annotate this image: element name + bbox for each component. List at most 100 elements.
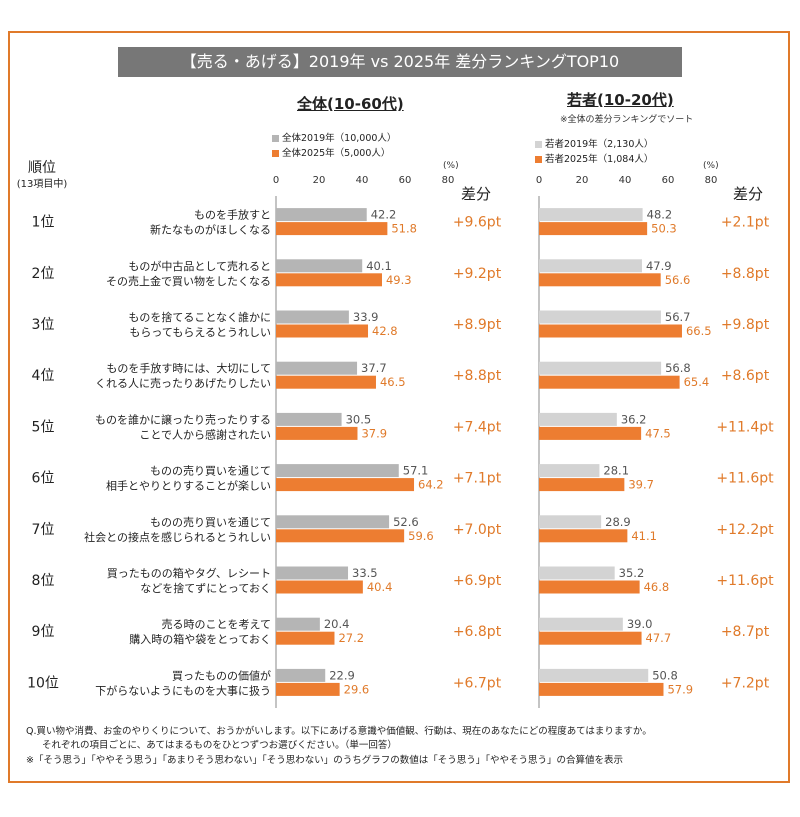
data-label-2025: 40.4: [367, 580, 393, 594]
data-label-2019: 52.6: [393, 515, 419, 529]
data-label-2025: 65.4: [684, 375, 710, 389]
left-diff-header: 差分: [461, 185, 492, 203]
data-label-2025: 29.6: [344, 682, 370, 696]
chart-frame: [8, 31, 790, 783]
data-label-2025: 47.5: [645, 426, 671, 440]
category-label: もらってもらえるとうれしい: [129, 326, 271, 339]
data-label-2025: 37.9: [361, 426, 387, 440]
category-label: 下がらないようにものを大事に扱う: [95, 683, 271, 697]
diff-label: +2.1pt: [721, 215, 770, 231]
diff-label: +11.6pt: [716, 573, 774, 589]
right-unit: (%): [703, 161, 719, 171]
diff-label: +12.2pt: [716, 522, 774, 538]
bar-2025: [539, 324, 682, 338]
diff-label: +7.1pt: [453, 471, 502, 487]
bar-2019: [539, 259, 642, 273]
bar-2019: [276, 566, 349, 580]
data-label-2019: 28.9: [605, 515, 631, 529]
rank-label: 2位: [32, 266, 55, 282]
legend-all-2019: 全体2019年（10,000人）: [272, 130, 396, 144]
legend-all-2025: 全体2025年（5,000人）: [272, 145, 390, 159]
data-label-2019: 57.1: [403, 464, 429, 478]
legend-label: 全体2019年（10,000人）: [282, 133, 397, 144]
data-label-2025: 27.2: [338, 631, 364, 645]
x-tick-label: 0: [536, 175, 542, 186]
data-label-2019: 48.2: [647, 208, 673, 222]
note-instruction: それぞれの項目ごとに、あてはまるものをひとつずつお選びください。（単一回答）: [42, 740, 397, 751]
data-label-2025: 49.3: [386, 273, 412, 287]
bar-2019: [276, 668, 326, 682]
diff-label: +11.6pt: [716, 471, 774, 487]
bar-2019: [539, 310, 661, 324]
legend-swatch-orange: [535, 156, 542, 163]
diff-label: +8.8pt: [453, 368, 502, 384]
right-panel-subnote: ※全体の差分ランキングでソート: [560, 115, 694, 125]
category-label: 買ったものの箱やタグ、レシート: [107, 566, 271, 580]
data-label-2025: 59.6: [408, 529, 434, 543]
left-unit: (%): [443, 161, 459, 171]
data-label-2025: 41.1: [631, 529, 657, 543]
data-label-2019: 33.5: [352, 566, 378, 580]
legend-label: 若者2019年（2,130人）: [545, 139, 654, 150]
category-label: ものが中古品として売れると: [128, 259, 271, 273]
data-label-2025: 46.8: [644, 580, 670, 594]
data-label-2025: 51.8: [391, 222, 417, 236]
diff-label: +8.8pt: [721, 266, 770, 282]
bar-2019: [276, 464, 399, 478]
diff-label: +8.6pt: [721, 368, 770, 384]
data-label-2019: 28.1: [603, 464, 629, 478]
bar-2019: [276, 412, 342, 426]
diff-label: +6.7pt: [453, 675, 502, 691]
diff-label: +9.8pt: [721, 317, 770, 333]
data-label-2025: 50.3: [651, 222, 677, 236]
legend-young-2025: 若者2025年（1,084人）: [535, 151, 653, 165]
diff-label: +9.6pt: [453, 215, 502, 231]
bar-2019: [539, 515, 602, 529]
bar-2025: [276, 478, 415, 492]
data-label-2019: 33.9: [353, 310, 379, 324]
bar-2025: [276, 426, 358, 440]
diff-label: +8.7pt: [721, 624, 770, 640]
data-label-2025: 39.7: [628, 478, 654, 492]
category-label: 買ったものの価値が: [172, 668, 271, 682]
rank-label: 9位: [32, 624, 55, 640]
legend-swatch-lightgrey: [535, 141, 542, 148]
data-label-2019: 56.7: [665, 310, 691, 324]
rank-header: 順位: [28, 160, 56, 176]
diff-label: +7.4pt: [453, 419, 502, 435]
rank-label: 5位: [32, 419, 55, 435]
bar-2019: [539, 668, 649, 682]
legend-label: 全体2025年（5,000人）: [282, 148, 391, 159]
x-tick-label: 80: [705, 175, 718, 186]
data-label-2019: 56.8: [665, 361, 691, 375]
data-label-2019: 42.2: [371, 208, 397, 222]
bar-2025: [276, 529, 405, 543]
bar-2025: [539, 426, 642, 440]
bar-2019: [276, 361, 358, 375]
category-label: ものを捨てることなく誰かに: [128, 310, 271, 324]
left-panel-title: 全体(10-60代): [297, 95, 404, 113]
bar-2019: [539, 566, 615, 580]
rank-subheader: (13項目中): [16, 179, 68, 190]
category-label: 社会との接点を感じられるとうれしい: [84, 530, 271, 544]
note-definition: ※「そう思う」「ややそう思う」「あまりそう思わない」「そう思わない」のうちグラフ…: [26, 755, 623, 766]
category-label: くれる人に売ったりあげたりしたい: [95, 377, 271, 390]
bar-2025: [276, 375, 376, 389]
category-label: その売上金で買い物をしたくなる: [106, 274, 271, 288]
data-label-2025: 57.9: [667, 682, 693, 696]
category-label: 購入時の箱や袋をとっておく: [129, 632, 271, 646]
data-label-2025: 46.5: [380, 375, 406, 389]
data-label-2019: 36.2: [621, 412, 647, 426]
bar-2025: [539, 222, 648, 236]
category-label: 売る時のことを考えて: [162, 618, 271, 631]
bar-2025: [539, 375, 680, 389]
category-label: ことで人から感謝されたい: [139, 427, 271, 441]
data-label-2019: 30.5: [346, 412, 372, 426]
x-tick-label: 40: [619, 175, 632, 186]
rank-label: 6位: [32, 471, 55, 487]
bar-2025: [539, 631, 642, 645]
bar-2025: [276, 631, 335, 645]
data-label-2019: 40.1: [366, 259, 392, 273]
data-label-2019: 47.9: [646, 259, 672, 273]
